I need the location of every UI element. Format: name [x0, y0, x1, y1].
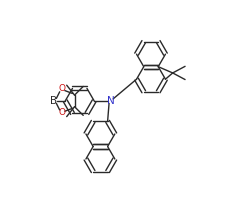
Text: B: B — [50, 96, 57, 106]
Text: N: N — [107, 96, 114, 106]
Text: O: O — [59, 84, 66, 93]
Text: O: O — [59, 108, 66, 117]
